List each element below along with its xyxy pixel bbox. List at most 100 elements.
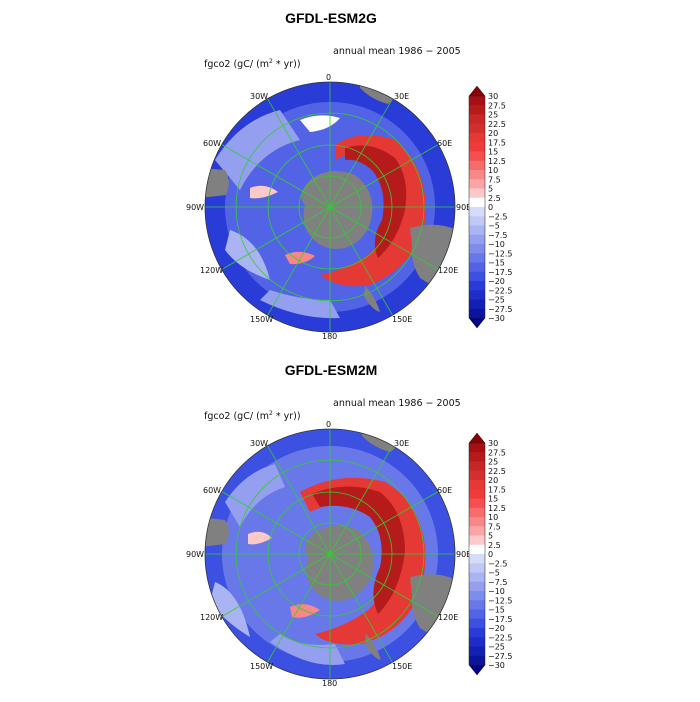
colorbar-tick-label: 25 (488, 111, 498, 120)
colorbar-tick-label: 27.5 (488, 448, 506, 457)
colorbar-min-triangle (468, 317, 486, 329)
colorbar-tick-label: 12.5 (488, 504, 506, 513)
colorbar-cell (469, 299, 485, 310)
colorbar-cell (469, 470, 485, 481)
colorbar-tick-label: 20 (488, 476, 498, 485)
colorbar-tick-label: 10 (488, 166, 498, 175)
lon-label-120w: 120W (200, 613, 223, 622)
variable-label: fgco2 (gC/ (m2 * yr)) (204, 410, 301, 423)
colorbar-tick-label: −25 (488, 643, 505, 652)
period-subtitle: annual mean 1986 − 2005 (333, 46, 461, 57)
colorbar-cell (469, 526, 485, 536)
colorbar-cell (469, 563, 485, 573)
colorbar-cell (469, 637, 485, 647)
colorbar-tick-label: −2.5 (488, 559, 507, 568)
colorbar-cell (469, 461, 485, 472)
period-subtitle: annual mean 1986 − 2005 (333, 398, 461, 409)
polar-map: 0 30E 60E 90E 120E 150E 180 150W 120W 90… (186, 73, 513, 341)
colorbar-cell (469, 96, 485, 106)
panel-esm2m: GFDL-ESM2M annual mean 1986 − 2005 fgco2… (0, 352, 700, 702)
strong-positive-region (345, 145, 407, 258)
colorbar-tick-label: 30 (488, 92, 498, 101)
colorbar-tick-label: 12.5 (488, 157, 506, 166)
colorbar-tick-label: 10 (488, 513, 498, 522)
positive-flux-region (285, 251, 315, 265)
light-blue-patch (270, 634, 345, 666)
lon-label-30e: 30E (394, 92, 409, 101)
colorbar: 3027.52522.52017.51512.5107.552.50−2.5−5… (468, 432, 513, 676)
colorbar-tick-label: −22.5 (488, 633, 513, 642)
lon-label-150e: 150E (392, 315, 412, 324)
lon-label-60e: 60E (437, 139, 452, 148)
light-blue-patch (260, 290, 340, 319)
lon-label-90e: 90E (456, 203, 471, 212)
colorbar-cell (469, 234, 485, 245)
colorbar-tick-label: 15 (488, 495, 498, 504)
colorbar-cell (469, 207, 485, 217)
south-america-landmass (205, 517, 229, 547)
colorbar-tick-label: 25 (488, 458, 498, 467)
lon-label-90w: 90W (186, 550, 204, 559)
lon-label-120e: 120E (438, 266, 458, 275)
colorbar-tick-label: −25 (488, 296, 505, 305)
colorbar-tick-label: −2.5 (488, 212, 507, 221)
lon-label-90w: 90W (186, 203, 204, 212)
colorbar-tick-label: 5 (488, 185, 493, 194)
colorbar-tick-label: −20 (488, 277, 505, 286)
colorbar-cell (469, 517, 485, 527)
colorbar-tick-label: −7.5 (488, 578, 507, 587)
colorbar-cell (469, 170, 485, 180)
colorbar-cell (469, 253, 485, 263)
lon-label-120e: 120E (438, 613, 458, 622)
colorbar-cell (469, 618, 485, 629)
colorbar-cell (469, 133, 485, 143)
colorbar-cell (469, 480, 485, 490)
strong-positive-region (312, 486, 405, 614)
lon-label-0: 0 (326, 73, 331, 82)
lon-label-60w: 60W (203, 486, 221, 495)
colorbar-cell (469, 262, 485, 273)
colorbar-tick-label: −17.5 (488, 268, 513, 277)
colorbar-cell (469, 646, 485, 657)
colorbar-tick-label: −15 (488, 606, 505, 615)
colorbar-cell (469, 179, 485, 189)
colorbar-tick-label: 7.5 (488, 175, 501, 184)
lon-label-120w: 120W (200, 266, 223, 275)
colorbar-cell (469, 600, 485, 610)
colorbar-tick-label: −7.5 (488, 231, 507, 240)
colorbar-cell (469, 142, 485, 152)
lon-label-0: 0 (326, 420, 331, 429)
colorbar-tick-label: 22.5 (488, 467, 506, 476)
lon-label-60w: 60W (203, 139, 221, 148)
colorbar-tick-label: 2.5 (488, 194, 501, 203)
antarctica-landmass (301, 171, 373, 249)
lon-label-90e: 90E (456, 550, 471, 559)
colorbar-cell (469, 188, 485, 199)
new-zealand-landmass (365, 634, 381, 660)
colorbar-tick-label: −27.5 (488, 305, 513, 314)
lon-label-60e: 60E (437, 486, 452, 495)
colorbar-tick-label: 27.5 (488, 101, 506, 110)
colorbar-cell (469, 443, 485, 453)
light-blue-patch (225, 464, 285, 527)
colorbar-cell (469, 244, 485, 254)
colorbar-tick-label: 15 (488, 148, 498, 157)
colorbar-cell (469, 572, 485, 583)
south-america-landmass (205, 168, 229, 198)
colorbar-tick-label: 17.5 (488, 138, 506, 147)
lon-label-180: 180 (322, 332, 337, 341)
colorbar-tick-label: −5 (488, 222, 500, 231)
colorbar-cell (469, 151, 485, 162)
colorbar: 3027.52522.52017.51512.5107.552.50−2.5−5… (468, 85, 513, 329)
lon-label-30w: 30W (250, 92, 268, 101)
colorbar-tick-label: −5 (488, 569, 500, 578)
polar-map: 0 30E 60E 90E 120E 150E 180 150W 120W 90… (186, 420, 513, 688)
colorbar-cell (469, 452, 485, 462)
colorbar-tick-label: −15 (488, 259, 505, 268)
lon-label-150e: 150E (392, 662, 412, 671)
colorbar-cell (469, 225, 485, 236)
colorbar-cell (469, 498, 485, 509)
map-boundary (204, 428, 456, 680)
colorbar-tick-label: −30 (488, 314, 505, 323)
colorbar-tick-label: 17.5 (488, 485, 506, 494)
